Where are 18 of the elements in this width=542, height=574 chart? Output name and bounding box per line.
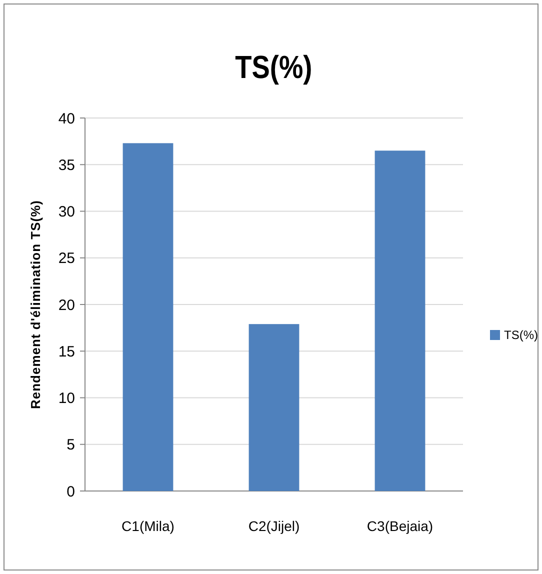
x-tick-label: C1(Mila) bbox=[122, 518, 174, 534]
y-tick-label: 10 bbox=[58, 390, 75, 407]
y-tick-label: 0 bbox=[66, 483, 75, 500]
y-tick-label: 35 bbox=[58, 156, 75, 174]
y-tick-label: 40 bbox=[58, 110, 75, 128]
x-tick-label: C2(Jijel) bbox=[248, 518, 300, 534]
y-tick-label: 20 bbox=[58, 296, 75, 314]
x-tick-label: C3(Bejaia) bbox=[366, 518, 434, 534]
bar bbox=[122, 143, 174, 491]
legend-label: TS(%) bbox=[504, 328, 538, 342]
y-tick-label: 25 bbox=[58, 250, 75, 268]
chart-title: TS(%) bbox=[235, 50, 312, 86]
bar bbox=[374, 150, 426, 491]
bar bbox=[248, 324, 300, 491]
y-tick-label: 5 bbox=[66, 436, 75, 454]
y-tick-label: 15 bbox=[58, 343, 75, 360]
y-tick-label: 30 bbox=[58, 204, 75, 220]
y-axis-title: Rendement d'élimination TS(%) bbox=[28, 200, 43, 409]
